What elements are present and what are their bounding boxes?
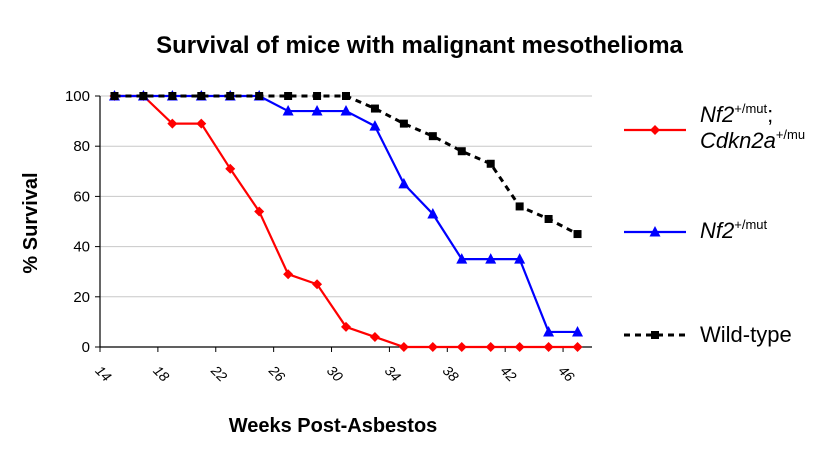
data-point [486,159,495,168]
data-point [312,279,323,290]
x-tick-label: 18 [150,362,172,384]
x-tick-label: 34 [382,362,404,384]
data-point [398,342,409,352]
data-point [457,147,466,156]
data-point [572,325,584,337]
legend-swatch-marker [649,226,661,237]
x-tick-label: 14 [92,362,114,384]
data-point [369,331,380,342]
y-tick-label: 80 [73,138,90,155]
data-point [572,342,583,352]
data-point [543,325,555,337]
data-point [196,118,207,129]
data-point [485,342,496,352]
x-axis-title: Weeks Post-Asbestos [229,415,438,437]
data-point [514,253,526,264]
data-point [369,120,381,131]
data-point [167,118,178,129]
legend-label: Wild-type [700,322,792,347]
series-2 [110,92,582,239]
series-line [114,94,578,349]
series-0 [109,91,583,352]
data-point [428,132,437,141]
data-point [197,92,206,100]
data-point [313,92,322,100]
data-point [515,202,524,211]
legend-label: Nf2+/mut [700,217,768,243]
legend-item-1: Nf2+/mut [624,217,768,243]
data-point [485,253,497,264]
data-point [456,253,468,264]
legend-item-2: Wild-type [624,322,792,347]
y-tick-label: 100 [65,88,90,105]
axis-layer: 0 20 40 60 80 100 14 18 22 26 30 34 38 42 46 [65,88,592,385]
data-point [399,119,408,128]
data-point [342,92,350,100]
x-tick-label: 26 [265,362,288,385]
y-tick-label: 60 [73,188,90,205]
grid-layer [100,95,592,298]
data-point [226,92,235,100]
data-point [514,342,525,352]
x-tick-label: 38 [440,362,462,384]
data-point [284,92,293,100]
legend-swatch-marker [650,125,660,135]
data-point [543,342,554,352]
chart-title: Survival of mice with malignant mesothel… [156,32,683,59]
data-point [168,92,177,100]
x-tick-label: 30 [324,362,346,384]
x-tick-label: 42 [498,362,520,384]
legend-layer: Nf2+/mut;Cdkn2a+/mu Nf2+/mut Wild-type [624,101,805,347]
legend-label-line2: Cdkn2a+/mu [700,127,805,153]
data-point [110,92,119,100]
y-axis-title: % Survival [20,172,42,273]
data-point [254,206,265,217]
data-point [311,105,323,116]
legend-item-0: Nf2+/mut;Cdkn2a+/mu [624,101,805,153]
data-point [427,207,439,219]
data-point [427,342,438,352]
data-point [283,269,294,280]
y-tick-label: 40 [73,239,90,256]
legend-label: Nf2+/mut; [700,101,773,127]
series-line [114,94,579,236]
x-tick-label: 22 [207,362,230,385]
data-point [225,163,236,174]
data-point [398,177,410,189]
series-layer [108,90,584,352]
data-point [255,92,264,100]
data-point [370,104,379,113]
series-1 [108,90,584,337]
y-tick-label: 20 [73,289,90,306]
data-point [282,105,294,116]
legend-swatch-marker [651,331,659,339]
data-point [139,92,148,100]
data-point [340,105,352,116]
y-tick-label: 0 [82,339,90,356]
data-point [341,321,351,332]
data-point [573,230,582,239]
data-point [456,342,467,352]
x-tick-label: 46 [555,362,577,384]
data-point [544,214,553,223]
